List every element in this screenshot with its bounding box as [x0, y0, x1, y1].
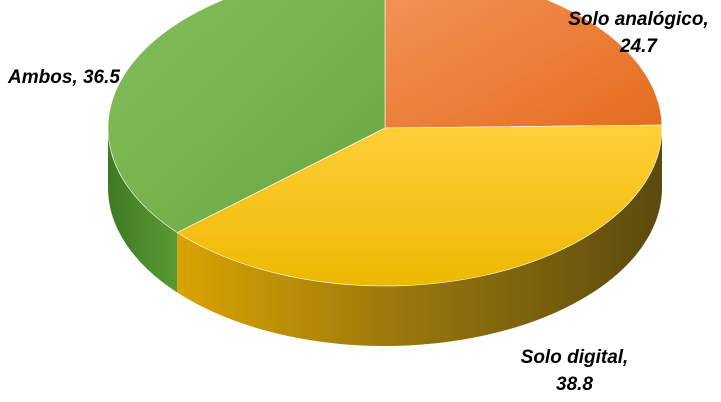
data-label-solo-digital: Solo digital, 38.8 [492, 344, 657, 398]
data-label-ambos: Ambos, 36.5 [8, 64, 158, 91]
pie-slice-ambos [107, 0, 386, 233]
pie-slice-solo-analogico [384, 0, 663, 129]
data-label-solo-analogico-name: Solo analógico, [568, 9, 709, 30]
data-label-solo-analogico: Solo analógico, 24.7 [556, 6, 721, 60]
pie-side-solo-digital [177, 128, 662, 346]
data-label-solo-digital-name: Solo digital, [520, 347, 629, 368]
data-label-solo-digital-value: 38.8 [556, 374, 593, 395]
pie-side-ambos [108, 128, 178, 293]
data-label-ambos-text: Ambos, 36.5 [8, 67, 120, 88]
pie-slice-solo-digital [176, 124, 663, 287]
data-label-solo-analogico-value: 24.7 [620, 36, 657, 57]
